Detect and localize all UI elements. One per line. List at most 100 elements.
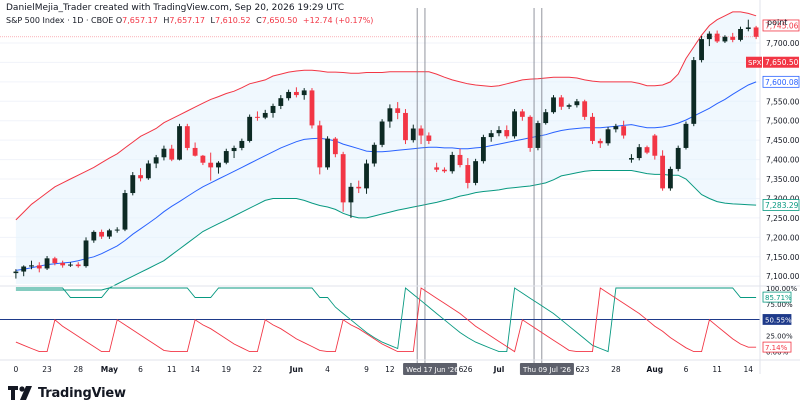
- oscillator-tick-label: 100.00%: [766, 285, 797, 293]
- candle-body: [504, 130, 510, 137]
- candle-body: [247, 116, 253, 141]
- candle-body: [426, 135, 432, 141]
- time-tick-label: 0: [14, 365, 19, 374]
- candle: [161, 145, 167, 161]
- candle: [21, 265, 27, 277]
- candle-body: [340, 154, 346, 203]
- price-badge-text: 7,283.29: [765, 201, 799, 210]
- candle-body: [231, 147, 237, 152]
- candle: [667, 166, 673, 191]
- candle-body: [44, 258, 50, 269]
- candle: [122, 189, 128, 232]
- candle: [480, 134, 486, 164]
- price-axis[interactable]: 7,700.007,650.007,600.007,550.007,500.00…: [0, 0, 800, 374]
- candle-body: [403, 112, 408, 141]
- price-badge-tag-text: SPX: [748, 59, 762, 67]
- candle-body: [395, 108, 401, 113]
- candle-body: [262, 112, 268, 118]
- candle-body: [332, 138, 338, 155]
- price-tick-label: 7,150.00: [766, 253, 800, 262]
- bollinger-lower-line: [15, 170, 757, 291]
- candle: [83, 237, 89, 268]
- oscillator-badge: [762, 341, 792, 353]
- candle-body: [667, 168, 673, 189]
- tradingview-logo[interactable]: TradingView: [8, 385, 126, 401]
- candle: [177, 123, 182, 161]
- time-axis[interactable]: 02328May611141922Jun491226Jul152328Aug61…: [0, 359, 800, 375]
- candle-body: [675, 147, 681, 169]
- price-tick-label: 7,300.00: [766, 194, 800, 203]
- time-highlight-text: Wed 17 Jun '26: [406, 366, 459, 374]
- candle-body: [434, 167, 440, 170]
- candle: [52, 256, 58, 266]
- bollinger-band-lines: [15, 11, 757, 291]
- candle: [340, 151, 346, 212]
- candle-body: [192, 147, 198, 156]
- bollinger-band-fill: [15, 11, 757, 285]
- candle: [706, 31, 712, 47]
- candle: [644, 145, 650, 155]
- time-highlight-box: [403, 363, 458, 375]
- close-label: C: [256, 16, 262, 25]
- oscillator-badge-text: 7.14%: [765, 344, 788, 352]
- candle-body: [480, 137, 486, 162]
- candle-body: [629, 158, 634, 160]
- candle-body: [652, 135, 658, 156]
- time-tick-label: Jul: [493, 365, 505, 374]
- candle: [278, 95, 284, 110]
- time-tick-label: 22: [253, 365, 263, 374]
- price-tick-label: 7,100.00: [766, 272, 800, 281]
- high-label: H: [163, 16, 170, 25]
- candle: [371, 142, 377, 167]
- candle-body: [138, 175, 143, 179]
- candle-body: [278, 98, 284, 106]
- candle: [138, 168, 143, 182]
- time-tick-label: 11: [712, 365, 722, 374]
- bollinger-basis-line: [15, 81, 757, 271]
- candle: [169, 144, 175, 162]
- candle-body: [114, 229, 120, 231]
- candle: [527, 115, 533, 152]
- candle: [473, 158, 479, 186]
- price-badge-tag: [746, 56, 762, 68]
- candle: [629, 154, 634, 163]
- candle: [488, 130, 494, 142]
- candle-body: [364, 163, 369, 189]
- chart-credit: DanielMejia_Trader created with TradingV…: [6, 3, 345, 13]
- candle: [558, 95, 564, 110]
- candle: [745, 19, 751, 32]
- symbol-name[interactable]: S&P 500 Index · 1D · CBOE: [6, 16, 114, 25]
- candle-body: [714, 33, 720, 42]
- candle-body: [21, 266, 27, 272]
- candle: [660, 150, 666, 191]
- candle: [714, 30, 720, 43]
- candle: [255, 111, 260, 121]
- candle-body: [496, 130, 502, 134]
- candle-body: [348, 186, 354, 203]
- time-tick-label: Jun: [289, 365, 303, 374]
- candle: [675, 145, 681, 172]
- candle-body: [239, 140, 245, 148]
- candle: [130, 172, 136, 196]
- candle-body: [597, 140, 603, 144]
- oscillator-axis[interactable]: 100.00% 75.00% 25.00% 0.00% 85.71% 50.55% 7.14…: [762, 285, 797, 357]
- candle-body: [551, 97, 556, 113]
- candle-body: [153, 157, 159, 164]
- time-tick-label: 23: [580, 365, 590, 374]
- candle: [239, 138, 245, 151]
- oscillator-tick-label: 75.00%: [766, 301, 793, 309]
- open-value: 7,657.17: [122, 16, 158, 25]
- candle-body: [512, 111, 517, 137]
- candle-body: [208, 162, 214, 168]
- candle: [184, 123, 190, 151]
- candle: [395, 102, 401, 120]
- candle: [325, 136, 330, 170]
- price-badge-text: 7,600.08: [765, 78, 799, 87]
- price-badge-filled-text: 7,650.50: [765, 58, 799, 67]
- candle-body: [286, 91, 292, 99]
- candle-body: [488, 133, 494, 138]
- candle-body: [449, 154, 455, 172]
- candle-body: [68, 264, 73, 266]
- candle-body: [644, 147, 650, 153]
